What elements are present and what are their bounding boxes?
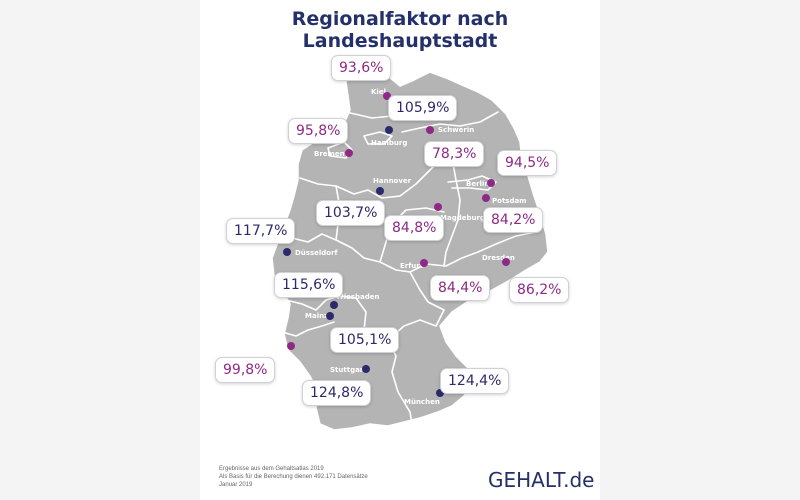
city-label-potsdam: Potsdam [492,197,527,205]
city-label-mainz: Mainz [305,312,329,320]
value-bubble-duesseldorf: 117,7% [226,218,296,244]
value-bubble-erfurt: 84,4% [430,275,491,301]
value-bubble-saarbruecken: 99,8% [215,357,276,383]
map-pin-hamburg [385,126,393,134]
value-bubble-muenchen: 124,4% [440,368,510,394]
map-pin-potsdam [482,194,490,202]
map-pin-muenchen [436,389,444,397]
city-label-saarbruecken: Saarbrücken [234,344,284,352]
value-bubble-magdeburg: 84,8% [384,215,445,241]
city-label-magdeburg: Magdeburg [440,214,485,222]
value-bubble-hamburg: 105,9% [388,95,458,121]
value-bubble-stuttgart: 124,8% [302,380,372,406]
city-label-bremen: Bremen [314,150,345,158]
value-bubble-schwerin: 78,3% [424,141,485,167]
city-label-dresden: Dresden [482,254,515,262]
map-pin-mainz [326,312,334,320]
map-pin-kiel [383,92,391,100]
city-label-wiesbaden: Wiesbaden [336,293,380,301]
footnote-line-3: Januar 2019 [219,482,253,488]
map-pin-stuttgart [362,365,370,373]
value-bubble-dresden: 86,2% [509,277,570,303]
footnote: Ergebnisse aus dem Gehaltsatlas 2019 Als… [219,465,368,489]
city-label-kiel: Kiel [371,88,386,96]
city-label-schwerin: Schwerin [438,126,475,134]
map-title: Regionalfaktor nach Landeshauptstadt [291,8,509,52]
value-bubble-hannover: 103,7% [316,200,386,226]
value-bubble-potsdam: 84,2% [483,207,544,233]
map-pin-schwerin [426,126,434,134]
city-label-muenchen: München [404,398,440,406]
map-pin-magdeburg [434,203,442,211]
map-pin-wiesbaden [330,301,338,309]
footnote-line-1: Ergebnisse aus dem Gehaltsatlas 2019 [219,466,324,472]
map-pin-duesseldorf [283,248,291,256]
city-label-stuttgart: Stuttgart [330,366,367,374]
city-label-berlin: Berlin [466,180,490,188]
value-bubble-kiel: 93,6% [331,55,392,81]
value-bubble-berlin: 94,5% [497,150,558,176]
state-borders [275,95,537,425]
map-pin-berlin [487,179,495,187]
map-pin-erfurt [420,259,428,267]
value-bubble-mainz: 105,1% [330,327,400,353]
city-label-duesseldorf: Düsseldorf [295,249,338,257]
city-label-hamburg: Hamburg [371,139,408,147]
city-label-hannover: Hannover [373,177,412,185]
map-pin-dresden [502,258,510,266]
value-bubble-wiesbaden: 115,6% [274,272,344,298]
value-bubble-bremen: 95,8% [288,118,349,144]
brand-logo[interactable]: GEHALT.de [488,468,595,492]
footnote-line-2: Als Basis für die Berechung dienen 492.1… [219,474,368,480]
map-pin-hannover [376,187,384,195]
map-pin-saarbruecken [287,342,295,350]
map-pin-bremen [345,149,353,157]
city-label-erfurt: Erfurt [400,262,424,270]
